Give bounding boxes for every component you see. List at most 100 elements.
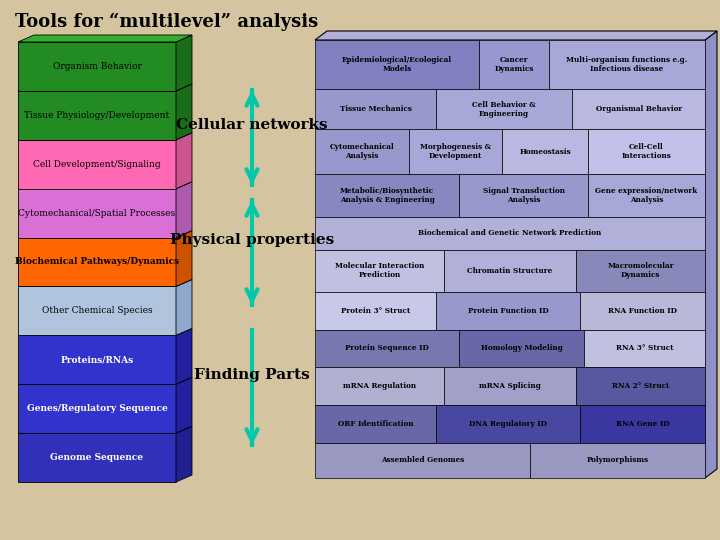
Polygon shape	[18, 35, 192, 42]
Polygon shape	[176, 328, 192, 384]
Text: Polymorphisms: Polymorphisms	[586, 456, 648, 464]
Polygon shape	[444, 249, 576, 292]
Polygon shape	[315, 174, 459, 217]
Polygon shape	[409, 130, 503, 174]
Polygon shape	[705, 31, 717, 478]
Text: Epidemiological/Ecological
Models: Epidemiological/Ecological Models	[342, 56, 452, 73]
Polygon shape	[176, 35, 192, 91]
Text: Chromatin Structure: Chromatin Structure	[467, 267, 553, 275]
Polygon shape	[18, 133, 192, 140]
Polygon shape	[580, 405, 705, 443]
Polygon shape	[18, 335, 176, 384]
Polygon shape	[459, 329, 584, 367]
Text: Tissue Mechanics: Tissue Mechanics	[340, 105, 411, 113]
Polygon shape	[18, 181, 192, 188]
Polygon shape	[18, 84, 192, 91]
Polygon shape	[18, 377, 192, 384]
Polygon shape	[580, 292, 705, 329]
Text: Biochemical Pathways/Dynamics: Biochemical Pathways/Dynamics	[15, 258, 179, 267]
Polygon shape	[315, 90, 436, 130]
Text: Cytomechanical/Spatial Processes: Cytomechanical/Spatial Processes	[19, 208, 176, 218]
Polygon shape	[436, 405, 580, 443]
Polygon shape	[479, 40, 549, 90]
Text: Cell-Cell
Interactions: Cell-Cell Interactions	[621, 143, 671, 160]
Polygon shape	[315, 217, 705, 249]
Text: Gene expression/network
Analysis: Gene expression/network Analysis	[595, 187, 698, 204]
Text: Protein Function ID: Protein Function ID	[468, 307, 549, 315]
Polygon shape	[18, 286, 176, 335]
Polygon shape	[503, 130, 588, 174]
Polygon shape	[315, 443, 529, 478]
Polygon shape	[436, 292, 580, 329]
Text: Homology Modeling: Homology Modeling	[481, 345, 562, 353]
Text: RNA 2° Struct: RNA 2° Struct	[612, 382, 670, 390]
Text: Biochemical and Genetic Network Prediction: Biochemical and Genetic Network Predicti…	[418, 229, 602, 237]
Polygon shape	[18, 42, 176, 91]
Polygon shape	[576, 249, 705, 292]
Polygon shape	[18, 188, 176, 238]
Text: Genes/Regulatory Sequence: Genes/Regulatory Sequence	[27, 404, 167, 413]
Text: mRNA Regulation: mRNA Regulation	[343, 382, 416, 390]
Polygon shape	[176, 231, 192, 286]
Text: Assembled Genomes: Assembled Genomes	[381, 456, 464, 464]
Polygon shape	[18, 384, 176, 433]
Polygon shape	[176, 426, 192, 482]
Text: Proteins/RNAs: Proteins/RNAs	[60, 355, 134, 364]
Text: RNA Gene ID: RNA Gene ID	[616, 420, 670, 428]
Polygon shape	[18, 140, 176, 188]
Polygon shape	[315, 249, 444, 292]
Polygon shape	[549, 40, 705, 90]
Text: Protein Sequence ID: Protein Sequence ID	[346, 345, 429, 353]
Polygon shape	[315, 405, 436, 443]
Text: mRNA Splicing: mRNA Splicing	[479, 382, 541, 390]
Text: ORF Identification: ORF Identification	[338, 420, 413, 428]
Polygon shape	[18, 426, 192, 433]
Polygon shape	[18, 231, 192, 238]
Polygon shape	[315, 130, 409, 174]
Polygon shape	[176, 279, 192, 335]
Text: Cancer
Dynamics: Cancer Dynamics	[494, 56, 534, 73]
Text: Tools for “multilevel” analysis: Tools for “multilevel” analysis	[15, 13, 318, 31]
Polygon shape	[529, 443, 705, 478]
Text: Cell Behavior &
Engineering: Cell Behavior & Engineering	[472, 101, 536, 118]
Text: Cytomechanical
Analysis: Cytomechanical Analysis	[330, 143, 394, 160]
Text: Cell Development/Signaling: Cell Development/Signaling	[33, 160, 161, 168]
Text: Organismal Behavior: Organismal Behavior	[595, 105, 682, 113]
Text: Multi-organism functions e.g.
Infectious disease: Multi-organism functions e.g. Infectious…	[567, 56, 688, 73]
Text: Genome Sequence: Genome Sequence	[50, 453, 143, 462]
Text: Finding Parts: Finding Parts	[194, 368, 310, 382]
Polygon shape	[176, 84, 192, 140]
Text: Other Chemical Species: Other Chemical Species	[42, 306, 153, 315]
Text: RNA 3° Struct: RNA 3° Struct	[616, 345, 673, 353]
Polygon shape	[315, 31, 717, 40]
Text: DNA Regulatory ID: DNA Regulatory ID	[469, 420, 547, 428]
Text: Metabolic/Biosynthetic
Analysis & Engineering: Metabolic/Biosynthetic Analysis & Engine…	[340, 187, 435, 204]
Text: Physical properties: Physical properties	[170, 233, 334, 247]
Polygon shape	[315, 292, 436, 329]
Polygon shape	[576, 367, 705, 405]
Polygon shape	[572, 90, 705, 130]
Text: Molecular Interaction
Prediction: Molecular Interaction Prediction	[335, 262, 424, 279]
Polygon shape	[176, 377, 192, 433]
Text: RNA Function ID: RNA Function ID	[608, 307, 677, 315]
Polygon shape	[18, 91, 176, 140]
Polygon shape	[18, 279, 192, 286]
Polygon shape	[18, 328, 192, 335]
Polygon shape	[588, 174, 705, 217]
Polygon shape	[18, 433, 176, 482]
Text: Signal Transduction
Analysis: Signal Transduction Analysis	[482, 187, 564, 204]
Polygon shape	[315, 367, 444, 405]
Polygon shape	[176, 181, 192, 238]
Polygon shape	[176, 133, 192, 188]
Polygon shape	[584, 329, 705, 367]
Text: Protein 3° Struct: Protein 3° Struct	[341, 307, 410, 315]
Polygon shape	[588, 130, 705, 174]
Polygon shape	[459, 174, 588, 217]
Text: Homeostasis: Homeostasis	[519, 148, 571, 156]
Polygon shape	[315, 329, 459, 367]
Text: Cellular networks: Cellular networks	[176, 118, 328, 132]
Polygon shape	[315, 40, 479, 90]
Text: Macromolecular
Dynamics: Macromolecular Dynamics	[608, 262, 674, 279]
Text: Organism Behavior: Organism Behavior	[53, 62, 141, 71]
Text: Tissue Physiology/Development: Tissue Physiology/Development	[24, 111, 170, 120]
